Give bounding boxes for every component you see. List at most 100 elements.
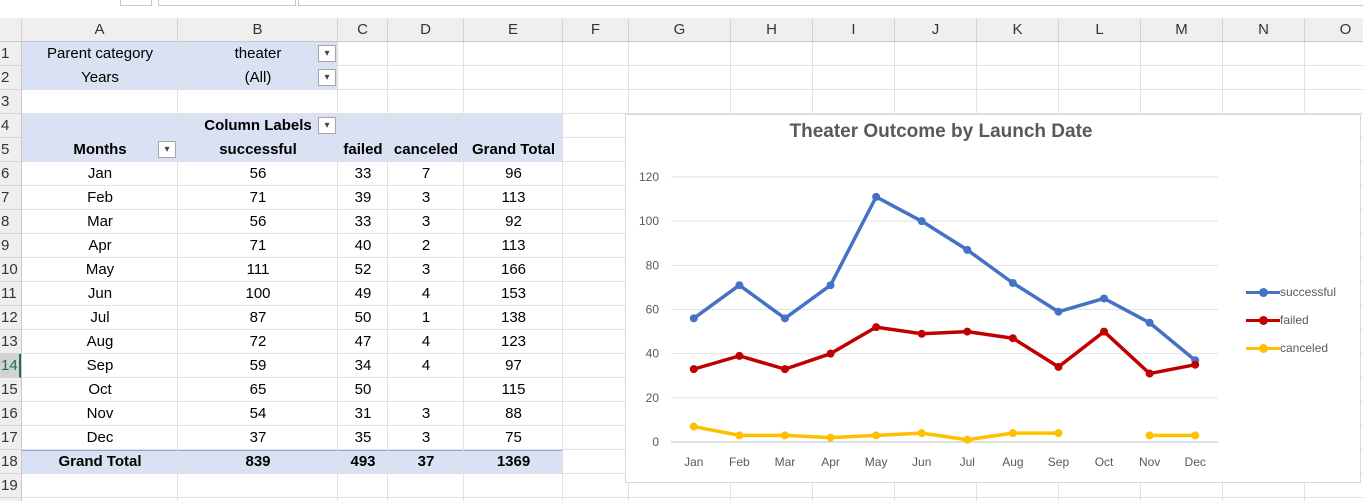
pivot-cell-total[interactable]: 166 xyxy=(500,261,527,278)
pivot-cell-successful[interactable]: 37 xyxy=(249,429,267,446)
parent-filter-icon[interactable]: ▾ xyxy=(318,45,336,62)
pivot-cell-total[interactable]: 123 xyxy=(500,333,527,350)
column-header-c[interactable]: C xyxy=(338,18,388,41)
pivot-cell-canceled[interactable]: 1 xyxy=(421,309,431,326)
column-header-l[interactable]: L xyxy=(1059,18,1141,41)
column-header-e[interactable]: E xyxy=(464,18,563,41)
column-header-b[interactable]: B xyxy=(178,18,338,41)
row-header-17[interactable]: 17 xyxy=(0,426,21,450)
row-header-11[interactable]: 11 xyxy=(0,282,21,306)
column-header-k[interactable]: K xyxy=(977,18,1059,41)
column-header-d[interactable]: D xyxy=(388,18,464,41)
months-filter-icon[interactable]: ▾ xyxy=(158,141,176,158)
row-header-18[interactable]: 18 xyxy=(0,450,21,474)
pivot-cell-canceled[interactable]: 2 xyxy=(421,237,431,254)
line-chart[interactable]: Theater Outcome by Launch Date 0 20 40 60 80… xyxy=(625,114,1361,483)
pivot-cell-total[interactable]: 92 xyxy=(505,213,522,230)
column-labels-filter-icon[interactable]: ▾ xyxy=(318,117,336,134)
pivot-cell-total[interactable]: 113 xyxy=(501,189,526,206)
pivot-cell-canceled[interactable]: 3 xyxy=(421,429,431,446)
pivot-cell-month[interactable]: Jul xyxy=(90,309,110,326)
row-header-14[interactable]: 14 xyxy=(0,354,21,378)
column-header-h[interactable]: H xyxy=(731,18,813,41)
pivot-cell-month[interactable]: Nov xyxy=(86,405,114,422)
pivot-cell-month[interactable]: Aug xyxy=(86,333,114,350)
pivot-cell-failed[interactable]: 34 xyxy=(354,357,372,374)
pivot-cell-month[interactable]: Jan xyxy=(87,165,113,182)
row-header-7[interactable]: 7 xyxy=(0,186,21,210)
pivot-cell-total[interactable]: 115 xyxy=(501,381,526,398)
pivot-cell-successful[interactable]: 71 xyxy=(249,237,267,254)
pivot-cell-month[interactable]: Feb xyxy=(87,189,113,206)
row-header-5[interactable]: 5 xyxy=(0,138,21,162)
pivot-cell-failed[interactable]: 39 xyxy=(354,189,372,206)
pivot-cell-canceled[interactable]: 3 xyxy=(421,189,431,206)
pivot-cell-successful[interactable]: 100 xyxy=(245,285,271,302)
pivot-cell-month[interactable]: Apr xyxy=(88,237,112,254)
row-header-3[interactable]: 3 xyxy=(0,90,21,114)
column-header-o[interactable]: O xyxy=(1305,18,1363,41)
pivot-cell-canceled[interactable]: 3 xyxy=(421,261,431,278)
pivot-cell-failed[interactable]: 49 xyxy=(354,285,372,302)
pivot-cell-canceled[interactable]: 4 xyxy=(421,333,431,350)
pivot-cell-month[interactable]: May xyxy=(85,261,115,278)
row-header-8[interactable]: 8 xyxy=(0,210,21,234)
pivot-cell-successful[interactable]: 56 xyxy=(249,213,267,230)
pivot-cell-failed[interactable]: 47 xyxy=(354,333,372,350)
column-header-n[interactable]: N xyxy=(1223,18,1305,41)
row-header-13[interactable]: 13 xyxy=(0,330,21,354)
pivot-cell-canceled[interactable]: 7 xyxy=(421,165,431,182)
pivot-cell-total[interactable]: 113 xyxy=(501,237,526,254)
row-header-6[interactable]: 6 xyxy=(0,162,21,186)
column-header-f[interactable]: F xyxy=(563,18,629,41)
pivot-cell-month[interactable]: Oct xyxy=(88,381,112,398)
select-all-corner[interactable] xyxy=(0,18,22,41)
column-header-j[interactable]: J xyxy=(895,18,977,41)
name-box-stub[interactable] xyxy=(158,0,296,6)
pivot-cell-successful[interactable]: 72 xyxy=(249,333,267,350)
row-header-1[interactable]: 1 xyxy=(0,42,21,66)
pivot-cell-total[interactable]: 75 xyxy=(505,429,522,446)
column-header-g[interactable]: G xyxy=(629,18,731,41)
pivot-cell-successful[interactable]: 59 xyxy=(249,357,267,374)
pivot-cell-canceled[interactable]: 4 xyxy=(421,357,431,374)
pivot-cell-successful[interactable]: 87 xyxy=(249,309,267,326)
pivot-cell-total[interactable]: 153 xyxy=(500,285,527,302)
pivot-cell-month[interactable]: Mar xyxy=(87,213,113,230)
pivot-cell-total[interactable]: 138 xyxy=(500,309,527,326)
pivot-cell-month[interactable]: Jun xyxy=(87,285,113,302)
pivot-cell-canceled[interactable] xyxy=(388,378,464,402)
row-header-2[interactable]: 2 xyxy=(0,66,21,90)
formula-input-stub[interactable] xyxy=(298,0,1363,6)
row-header-16[interactable]: 16 xyxy=(0,402,21,426)
row-header-19[interactable]: 19 xyxy=(0,474,21,498)
pivot-cell-total[interactable]: 96 xyxy=(505,165,522,182)
years-dropdown-icon[interactable]: ▾ xyxy=(318,69,336,86)
pivot-cell-canceled[interactable]: 4 xyxy=(421,285,431,302)
pivot-cell-total[interactable]: 97 xyxy=(505,357,522,374)
row-header-9[interactable]: 9 xyxy=(0,234,21,258)
column-header-a[interactable]: A xyxy=(22,18,178,41)
pivot-cell-failed[interactable]: 33 xyxy=(354,213,372,230)
pivot-cell-failed[interactable]: 52 xyxy=(354,261,372,278)
pivot-cell-successful[interactable]: 71 xyxy=(249,189,267,206)
row-header-10[interactable]: 10 xyxy=(0,258,21,282)
pivot-cell-failed[interactable]: 50 xyxy=(354,309,372,326)
pivot-cell-month[interactable]: Dec xyxy=(86,429,114,446)
pivot-cell-canceled[interactable]: 3 xyxy=(421,213,431,230)
pivot-cell-total[interactable]: 88 xyxy=(505,405,522,422)
pivot-cell-month[interactable]: Sep xyxy=(86,357,114,374)
row-header-12[interactable]: 12 xyxy=(0,306,21,330)
pivot-cell-successful[interactable]: 111 xyxy=(246,261,270,278)
pivot-cell-canceled[interactable]: 3 xyxy=(421,405,431,422)
row-header-15[interactable]: 15 xyxy=(0,378,21,402)
pivot-cell-failed[interactable]: 35 xyxy=(354,429,372,446)
pivot-cell-failed[interactable]: 50 xyxy=(354,381,372,398)
column-header-i[interactable]: I xyxy=(813,18,895,41)
pivot-cell-failed[interactable]: 40 xyxy=(354,237,372,254)
pivot-cell-successful[interactable]: 54 xyxy=(249,405,267,422)
pivot-cell-failed[interactable]: 31 xyxy=(354,405,372,422)
pivot-cell-successful[interactable]: 65 xyxy=(249,381,267,398)
pivot-cell-failed[interactable]: 33 xyxy=(354,165,372,182)
row-header-4[interactable]: 4 xyxy=(0,114,21,138)
